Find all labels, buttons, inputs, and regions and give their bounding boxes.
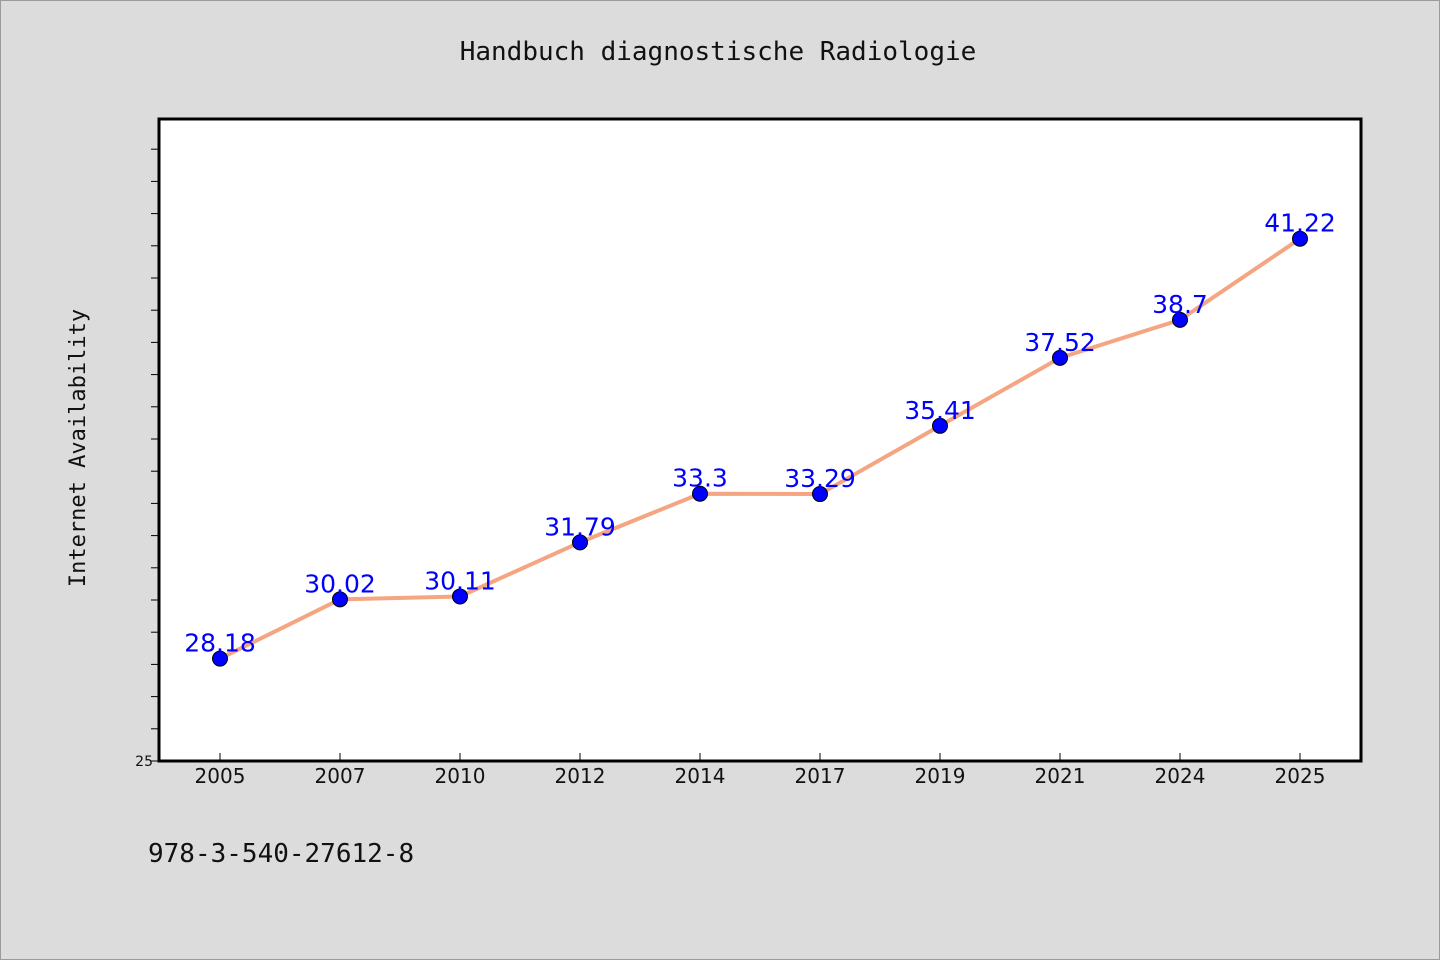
- x-tick-label: 2019: [915, 764, 966, 788]
- data-label: 30.11: [424, 566, 496, 595]
- data-point: [1052, 349, 1068, 366]
- x-tick-label: 2021: [1035, 764, 1086, 788]
- data-label: 28.18: [184, 629, 256, 658]
- data-point: [812, 486, 828, 503]
- series-markers: [212, 230, 1308, 667]
- data-point: [1292, 230, 1308, 247]
- data-point: [932, 417, 948, 434]
- data-label: 41.22: [1264, 209, 1336, 238]
- data-label: 35.41: [904, 396, 976, 425]
- x-tick-label: 2014: [675, 764, 726, 788]
- y-axis-ticks: 25: [135, 148, 159, 770]
- x-tick-label: 2017: [795, 764, 846, 788]
- x-tick-label: 2005: [195, 764, 246, 788]
- data-label: 31.79: [544, 512, 616, 541]
- x-tick-label: 2007: [315, 764, 366, 788]
- data-label: 33.29: [784, 464, 856, 493]
- y-tick-label: 25: [135, 754, 153, 770]
- data-point: [452, 588, 468, 605]
- footnote-isbn: 978-3-540-27612-8: [148, 839, 414, 869]
- x-tick-label: 2012: [555, 764, 606, 788]
- series-line-group: [219, 237, 1302, 661]
- plot-area: [157, 117, 1363, 763]
- data-point: [1172, 311, 1188, 328]
- data-point: [332, 591, 348, 608]
- x-axis-ticks: 2005 2007 2010 2012 2014 2017 2019 2021 2024 2025: [195, 753, 1326, 788]
- data-label: 37.52: [1024, 328, 1096, 357]
- chart-title: Handbuch diagnostische Radiologie: [460, 37, 977, 67]
- series-line: [219, 237, 1302, 661]
- data-label: 33.3: [672, 464, 728, 493]
- data-labels: 28.18 30.02 30.11 31.79 33.3 33.29 35.41 37.52 3…: [184, 209, 1336, 658]
- data-label: 30.02: [304, 569, 376, 598]
- x-tick-label: 2024: [1155, 764, 1206, 788]
- data-point: [212, 650, 228, 667]
- x-tick-label: 2025: [1275, 764, 1326, 788]
- data-point: [692, 485, 708, 502]
- x-tick-label: 2010: [435, 764, 486, 788]
- data-point: [572, 534, 588, 551]
- y-axis-label: Internet Availability: [66, 309, 91, 587]
- data-label: 38.7: [1152, 290, 1208, 319]
